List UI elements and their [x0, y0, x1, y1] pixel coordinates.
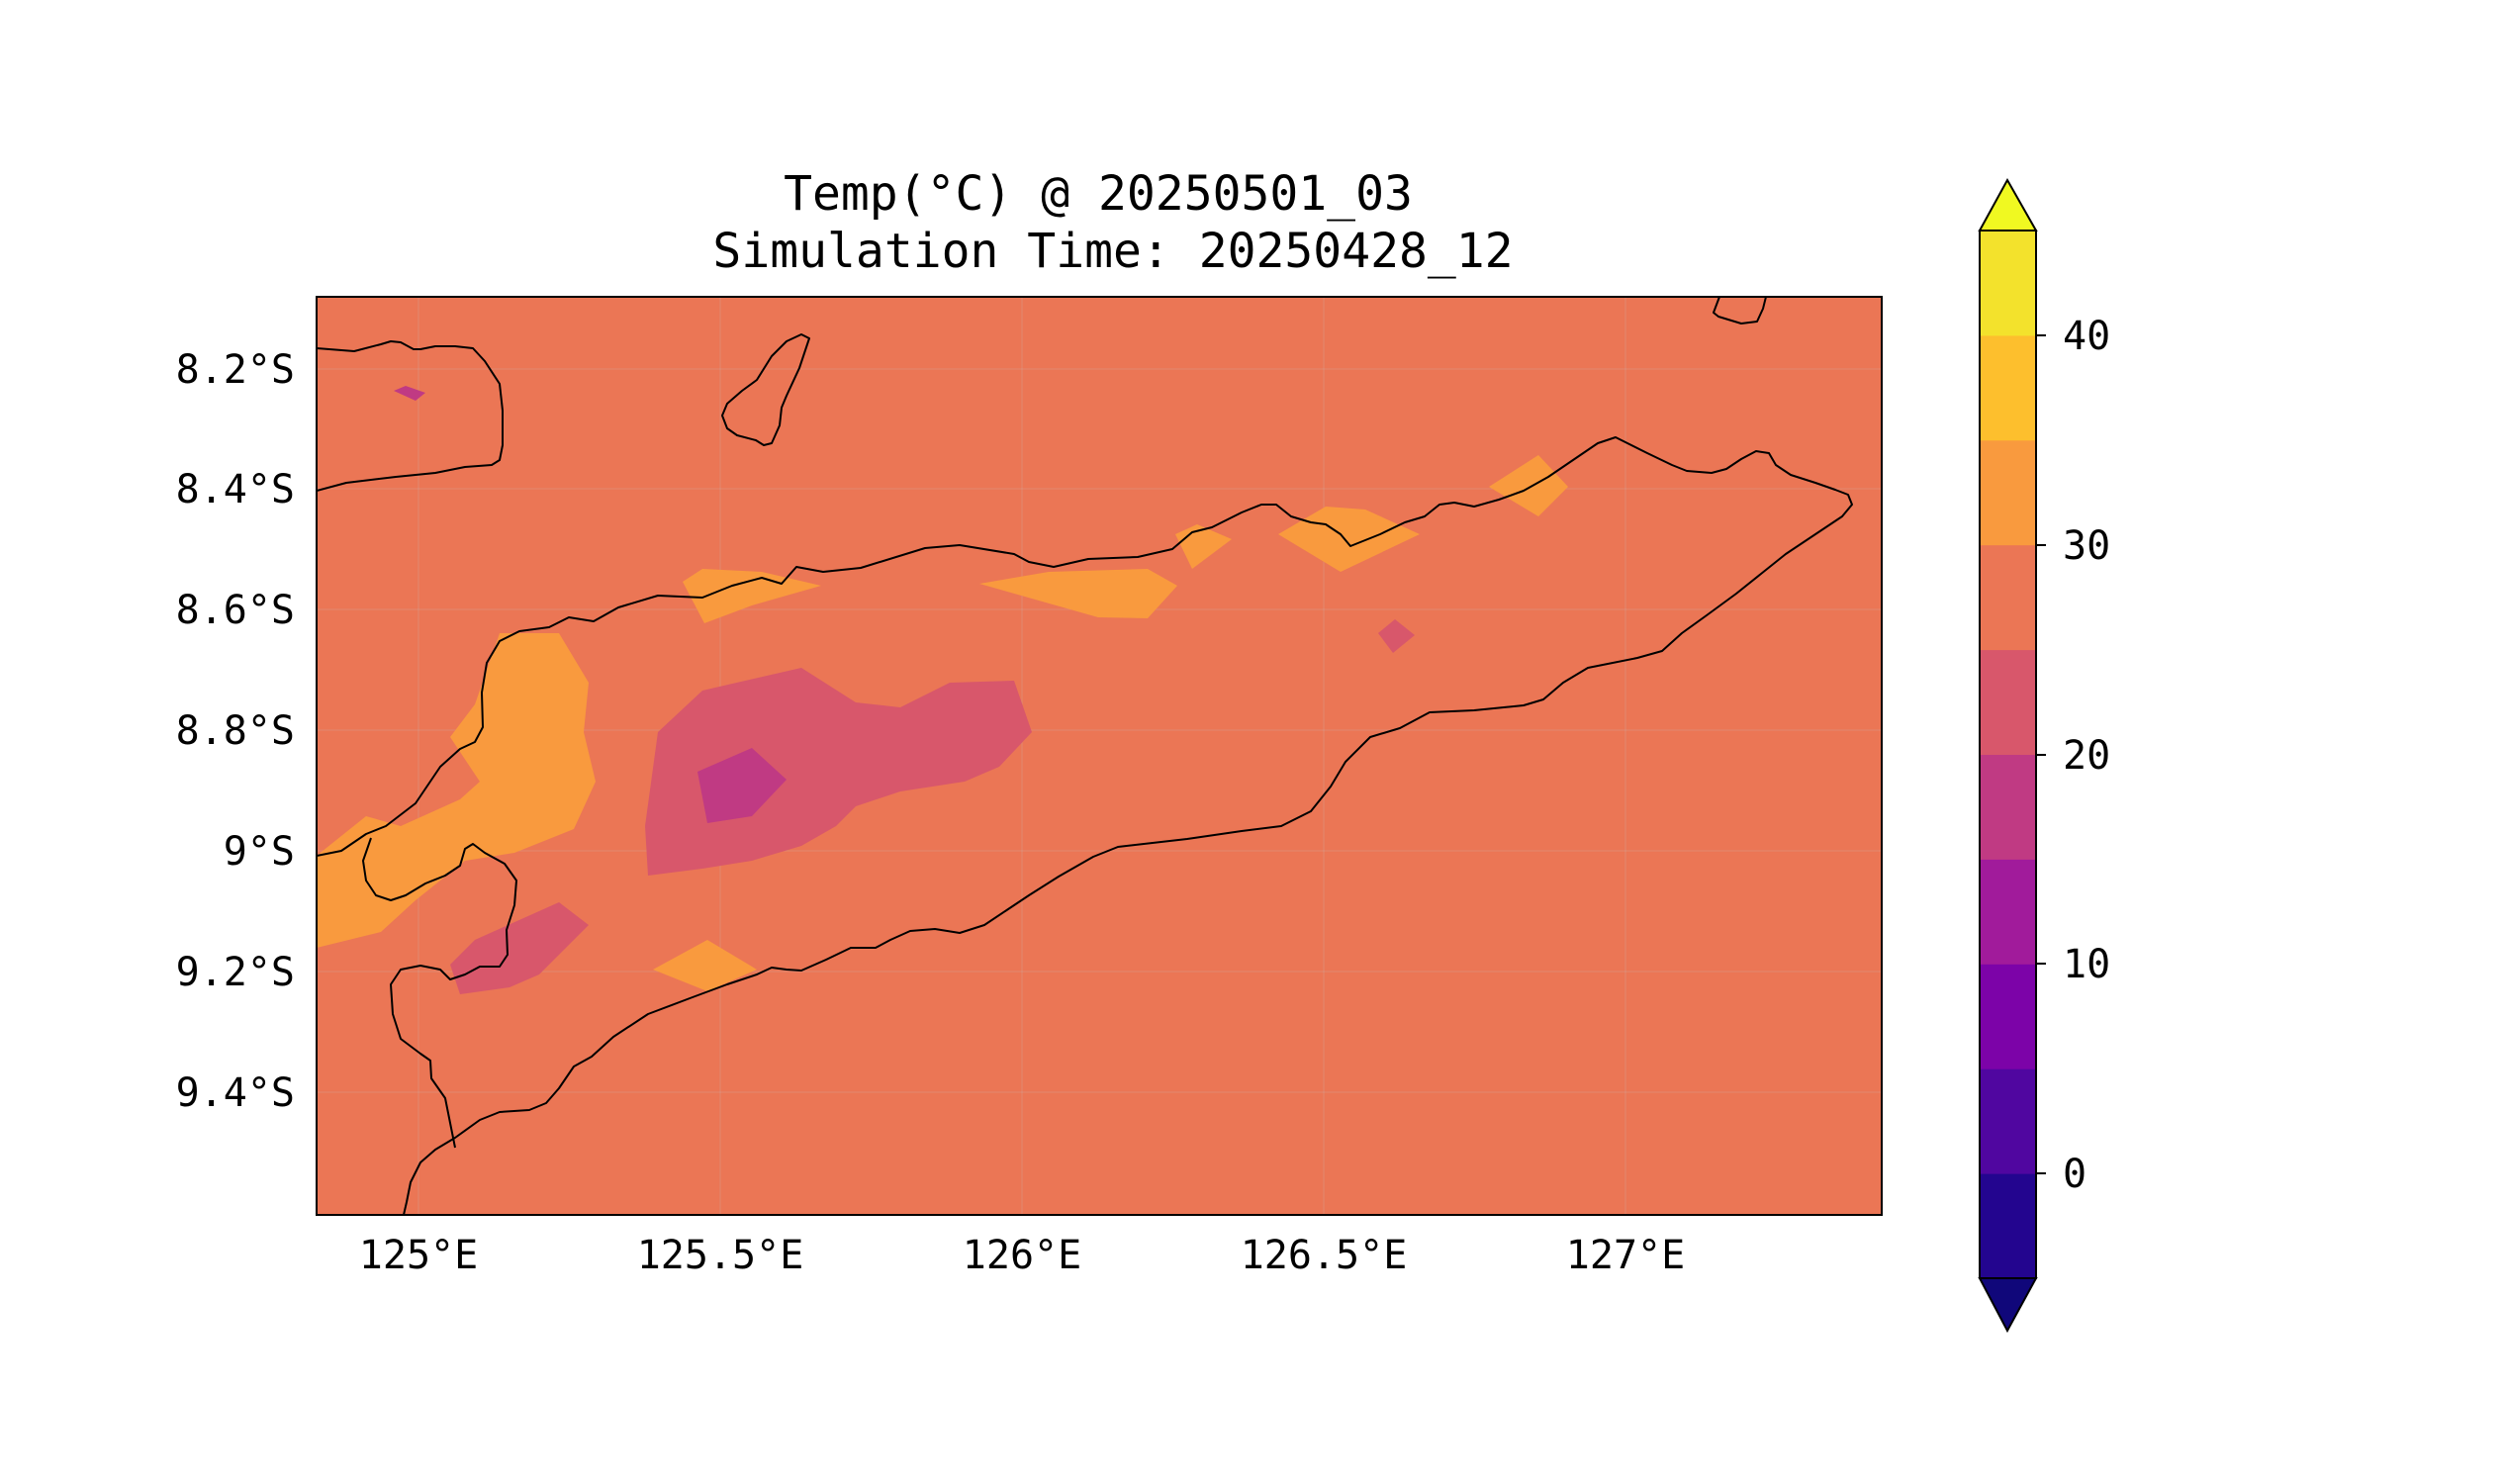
colorbar: 0 10 20 30 40: [1978, 177, 2110, 1334]
coastline-north-east-island: [1713, 297, 1767, 325]
colorbar-band: [1980, 231, 2036, 336]
colorbar-band: [1980, 649, 2036, 755]
warm-patch-north-coast-5: [1489, 455, 1568, 516]
colorbar-band: [1980, 754, 2036, 860]
colorbar-band: [1980, 964, 2036, 1069]
title-line-2: Simulation Time: 20250428_12: [712, 224, 1513, 279]
colorbar-under-extension: [1978, 1277, 2038, 1334]
colorbar-band: [1980, 544, 2036, 651]
x-tick-label-126: 126°E: [963, 1233, 1081, 1278]
y-tick-label-9-4: 9.4°S: [176, 1070, 295, 1116]
colorbar-over-extension: [1978, 177, 2038, 232]
x-axis: 125°E 125.5°E 126°E 126.5°E 127°E: [359, 1233, 1685, 1278]
cooler-patch-central: [697, 748, 787, 823]
colorbar-band: [1980, 439, 2036, 546]
coastline-wetar-east: [317, 340, 504, 492]
coastline-timor-north: [317, 436, 1853, 1215]
warm-patch-north-coast-1: [683, 569, 821, 623]
colorbar-band: [1980, 1068, 2036, 1174]
colorbar-tick-label-30: 30: [2063, 523, 2110, 569]
x-tick-label-125-5: 125.5°E: [637, 1233, 804, 1278]
x-tick-label-125: 125°E: [359, 1233, 478, 1278]
map-frame: [316, 296, 1883, 1216]
coastlines: [317, 297, 1853, 1215]
colorbar-band: [1980, 334, 2036, 441]
warm-patch-west: [317, 633, 596, 948]
contour-patches: [317, 386, 1568, 994]
colorbar-band: [1980, 1173, 2036, 1279]
y-tick-label-8-4: 8.4°S: [176, 467, 295, 512]
cool-patch-east-small: [1378, 619, 1415, 653]
title-line-1: Temp(°C) @ 20250501_03: [784, 166, 1413, 222]
colorbar-tick-label-40: 40: [2063, 314, 2110, 359]
y-tick-label-8-6: 8.6°S: [176, 588, 295, 633]
colorbar-bands: [1980, 231, 2036, 1279]
y-tick-label-8-2: 8.2°S: [176, 347, 295, 393]
x-tick-label-126-5: 126.5°E: [1241, 1233, 1408, 1278]
y-axis: 8.2°S 8.4°S 8.6°S 8.8°S 9°S 9.2°S 9.4°S: [176, 347, 295, 1116]
y-tick-label-9: 9°S: [224, 829, 295, 875]
colorbar-ticks: [2036, 334, 2046, 1174]
cool-patch-north-west-small: [394, 386, 425, 401]
colorbar-tick-label-20: 20: [2063, 733, 2110, 779]
colorbar-tick-label-0: 0: [2063, 1152, 2087, 1197]
warm-patch-south-coast: [653, 940, 757, 991]
x-tick-label-127: 127°E: [1566, 1233, 1685, 1278]
colorbar-band: [1980, 859, 2036, 965]
y-tick-label-9-2: 9.2°S: [176, 950, 295, 995]
coastline-timor-south-west: [362, 837, 517, 1149]
map-plot: [317, 297, 1882, 1215]
cool-patch-south-west: [450, 902, 589, 994]
y-tick-label-8-8: 8.8°S: [176, 708, 295, 754]
colorbar-tick-label-10: 10: [2063, 942, 2110, 987]
coastline-atauro-island: [721, 333, 810, 446]
cool-patch-central: [645, 668, 1032, 876]
warm-patch-north-coast-2: [979, 569, 1177, 618]
